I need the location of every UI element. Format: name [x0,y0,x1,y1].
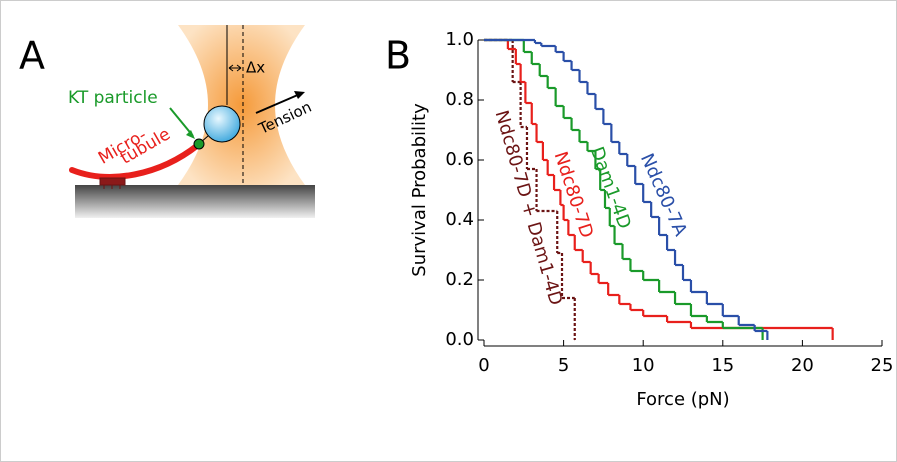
x-tick-label: 25 [871,355,894,376]
x-tick-label: 20 [791,355,814,376]
series-label: Ndc80-7D + Dam1-4D [491,108,567,308]
panel-label: B [385,34,411,78]
x-tick-label: 0 [478,355,489,376]
delta-label: Δx [246,59,265,77]
y-tick-label: 1.0 [445,29,474,50]
coverslip [75,185,315,218]
diagram: A Δx KT particle Micro- tubule Tension [19,25,315,218]
y-tick-label: 0.4 [445,209,474,230]
panel-label: A [19,34,45,78]
x-tick-label: 15 [711,355,734,376]
particle-arrowhead [186,130,195,139]
x-tick-label: 5 [558,355,569,376]
particle-label: KT particle [68,88,158,108]
tension-arrowhead [294,91,305,99]
y-tick-label: 0.2 [445,269,474,290]
y-tick-label: 0.8 [445,89,474,110]
delta-arrow [228,64,242,72]
chart: B 0.0 0.2 0.4 0.6 0.8 1.0 0 5 10 15 20 25 Force (pN) S… [385,29,893,410]
kt-particle [193,138,205,150]
y-tick-label: 0.6 [445,149,474,170]
x-tick-label: 10 [632,355,655,376]
laser-beam [178,25,305,185]
x-axis-label: Force (pN) [636,389,729,410]
tension-arrow [255,93,301,114]
anchor [99,177,126,189]
bead [203,105,241,143]
microtubule [69,142,201,180]
y-tick-label: 0.0 [445,329,474,350]
y-axis-label: Survival Probability [409,103,430,277]
